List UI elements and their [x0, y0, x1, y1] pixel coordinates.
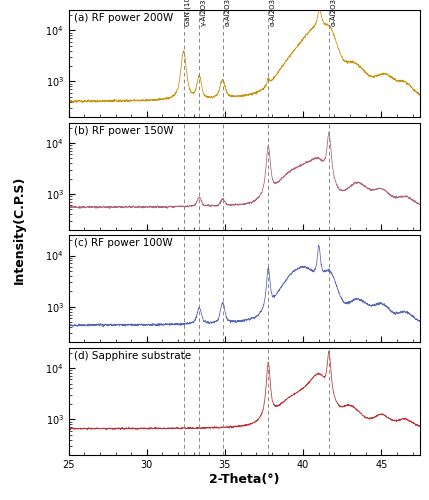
Text: (d) Sapphire substrate: (d) Sapphire substrate	[74, 351, 191, 361]
Text: (c) RF power 100W: (c) RF power 100W	[74, 238, 172, 248]
Text: α-Al2O3(110): α-Al2O3(110)	[269, 0, 276, 26]
X-axis label: 2-Theta(°): 2-Theta(°)	[209, 472, 280, 486]
Text: GaN (1010): GaN (1010)	[185, 0, 191, 26]
Text: γ-Al2O3(311): γ-Al2O3(311)	[200, 0, 207, 26]
Text: (b) RF power 150W: (b) RF power 150W	[74, 126, 174, 136]
Text: α-Al2O3(104): α-Al2O3(104)	[224, 0, 230, 26]
Text: (a) RF power 200W: (a) RF power 200W	[74, 13, 173, 23]
Text: α-Al2O3(006): α-Al2O3(006)	[330, 0, 337, 26]
Text: Intensity(C.P.S): Intensity(C.P.S)	[13, 176, 26, 284]
